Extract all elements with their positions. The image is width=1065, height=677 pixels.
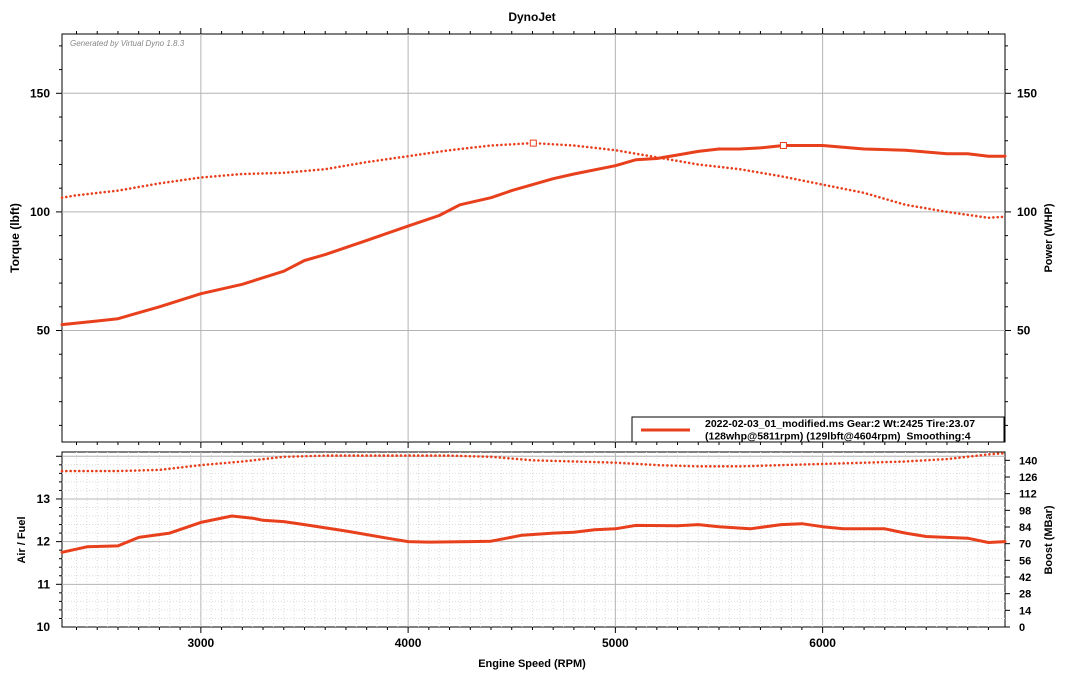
top-grid [62,34,1005,442]
series-afr-line [60,514,1007,554]
boost-tick-label: 126 [1019,472,1037,484]
peak-marker [779,141,787,149]
bottom-axis-ticks: 10 11 12 13 0 14 28 42 56 70 84 98 112 126 140 3000 4000… [37,455,1038,650]
top-series-layer [60,139,1007,327]
legend-line-2: (128whp@5811rpm) (129lbft@4604rpm) Smoot… [705,431,971,443]
power-axis-label: Power (WHP) [1043,203,1055,272]
boost-tick-label: 112 [1019,489,1037,501]
legend-line-1: 2022-02-03_01_modified.ms Gear:2 Wt:2425… [705,418,975,430]
afr-tick-label: 11 [37,577,50,591]
chart-title: DynoJet [508,10,555,24]
power-tick-label: 50 [1017,324,1031,338]
power-tick-label: 150 [1017,86,1037,100]
rpm-tick-label: 6000 [809,636,836,650]
boost-tick-label: 28 [1019,589,1031,601]
boost-tick-label: 56 [1019,555,1031,567]
afr-tick-label: 10 [37,620,51,634]
afr-axis-label: Air / Fuel [16,516,28,563]
boost-tick-label: 42 [1019,572,1031,584]
rpm-tick-label: 5000 [602,636,629,650]
power-tick-label: 100 [1017,205,1037,219]
boost-tick-label: 98 [1019,505,1031,517]
boost-tick-label: 14 [1019,605,1032,617]
legend: 2022-02-03_01_modified.ms Gear:2 Wt:2425… [631,416,1005,443]
torque-tick-label: 100 [30,205,50,219]
legend-box [631,416,1005,443]
boost-tick-label: 0 [1019,622,1025,634]
bottom-grid [62,452,1005,627]
boost-tick-label: 140 [1019,455,1037,467]
boost-tick-label: 84 [1019,522,1032,534]
top-plot-frame [61,33,1006,443]
rpm-tick-label: 3000 [188,636,215,650]
boost-tick-label: 70 [1019,539,1031,551]
torque-tick-label: 150 [30,86,50,100]
series-power-line [60,144,1007,327]
peak-marker [529,139,537,147]
bottom-series-layer [60,451,1007,554]
bottom-plot-frame [61,451,1006,628]
torque-axis-label: Torque (lbft) [8,203,22,273]
series-torque-line [60,141,1007,220]
afr-tick-label: 12 [37,535,51,549]
afr-boost-panel: 10 11 12 13 0 14 28 42 56 70 84 98 112 126 140 3000 4000… [16,451,1055,670]
rpm-tick-label: 4000 [395,636,422,650]
watermark: Generated by Virtual Dyno 1.8.3 [70,39,185,48]
torque-power-panel: 50 100 150 50 100 150 Generated by Virtual Dy… [8,28,1055,448]
boost-axis-label: Boost (MBar) [1043,505,1055,574]
torque-tick-label: 50 [37,324,51,338]
afr-tick-label: 13 [37,492,51,506]
x-axis-label: Engine Speed (RPM) [478,658,586,670]
